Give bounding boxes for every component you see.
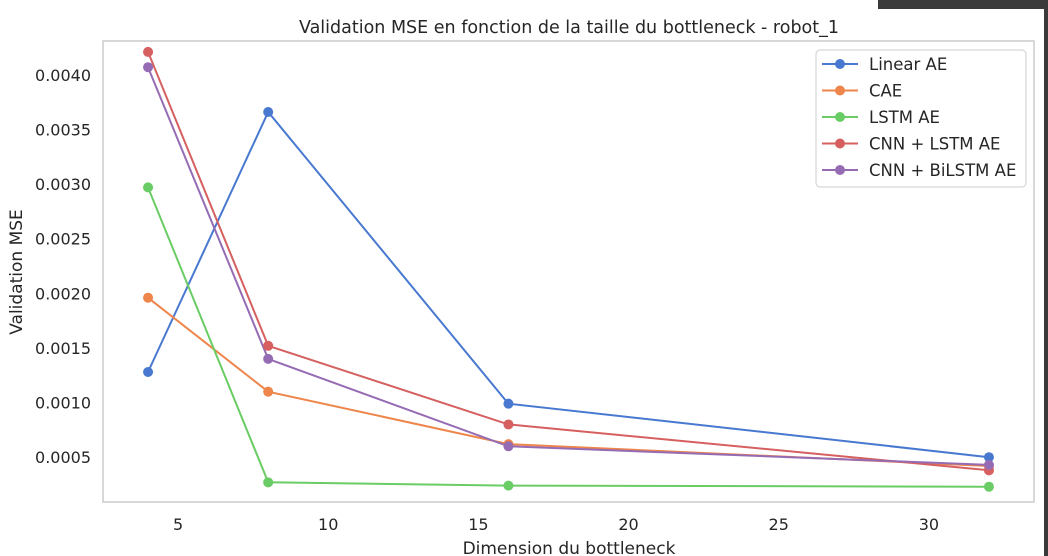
- data-point: [983, 481, 994, 492]
- series-line: [147, 51, 990, 472]
- data-point: [143, 46, 154, 57]
- chart-title: Validation MSE en fonction de la taille …: [299, 18, 839, 38]
- x-tick-label: 15: [468, 515, 488, 534]
- x-tick-label: 5: [173, 515, 183, 534]
- y-tick-label: 0.0025: [35, 230, 91, 249]
- data-point: [143, 292, 154, 303]
- data-point: [983, 459, 994, 470]
- data-point: [263, 477, 274, 488]
- data-point: [263, 386, 274, 397]
- data-point: [503, 480, 514, 491]
- legend: Linear AE CAE LSTM AE CNN + LSTM AE CNN + Bi…: [815, 49, 1027, 188]
- data-point: [983, 452, 994, 463]
- x-tick-label: 10: [318, 515, 338, 534]
- data-point: [263, 353, 274, 364]
- data-point: [143, 367, 154, 378]
- legend-frame: [815, 49, 1027, 188]
- data-point: [143, 62, 154, 73]
- x-tick-label: 25: [769, 515, 789, 534]
- legend-label: CAE: [869, 82, 902, 101]
- legend-marker: [835, 112, 845, 122]
- y-tick-label: 0.0020: [35, 284, 91, 303]
- y-axis-label: Validation MSE: [7, 209, 27, 335]
- series-line: [147, 187, 990, 488]
- y-axis-ticks: 0.0005 0.0010 0.0015 0.0020 0.0025 0.0030 0.00…: [35, 66, 91, 467]
- window-edge-top: [878, 0, 1048, 9]
- x-tick-label: 20: [618, 515, 638, 534]
- series-line: [147, 110, 990, 459]
- y-tick-label: 0.0010: [35, 394, 91, 413]
- window-edge-right: [1044, 0, 1048, 556]
- data-point: [503, 419, 514, 430]
- legend-marker: [835, 138, 845, 149]
- data-point: [503, 441, 514, 452]
- x-tick-label: 30: [919, 515, 939, 534]
- legend-label: CNN + LSTM AE: [869, 135, 1000, 154]
- y-tick-label: 0.0030: [35, 175, 91, 194]
- y-tick-label: 0.0035: [35, 120, 91, 139]
- data-point: [143, 182, 154, 193]
- legend-label: Linear AE: [869, 55, 947, 74]
- x-axis-ticks: 5 10 15 20 25 30: [173, 515, 939, 534]
- legend-label: LSTM AE: [869, 108, 940, 127]
- series-line: [147, 66, 990, 466]
- y-tick-label: 0.0005: [35, 448, 91, 467]
- data-point: [263, 107, 274, 118]
- legend-marker: [835, 85, 845, 96]
- legend-label: CNN + BiLSTM AE: [869, 161, 1016, 180]
- data-point: [263, 340, 274, 351]
- legend-marker: [835, 59, 845, 69]
- y-tick-label: 0.0040: [35, 66, 91, 85]
- x-axis-label: Dimension du bottleneck: [463, 539, 676, 556]
- series-lines: [147, 51, 990, 488]
- y-tick-label: 0.0015: [35, 339, 91, 358]
- data-point: [503, 398, 514, 409]
- series-points: [143, 46, 994, 492]
- legend-marker: [835, 165, 845, 175]
